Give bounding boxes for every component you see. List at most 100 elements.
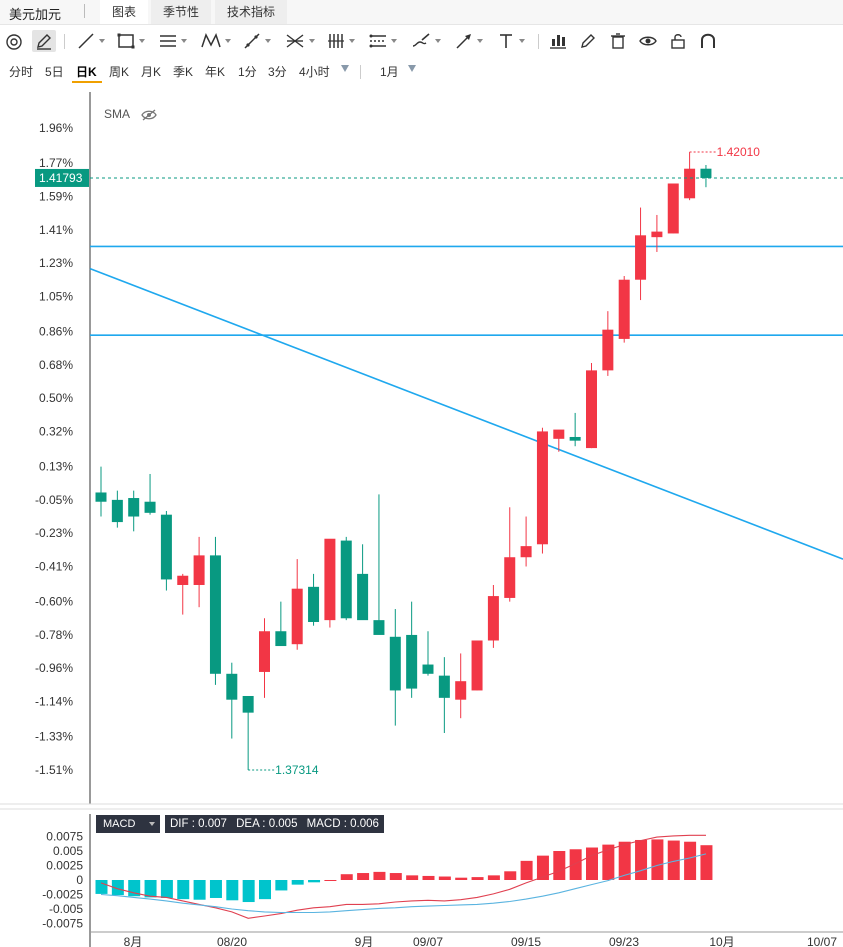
pencil-icon[interactable] [32,30,56,52]
eye-hidden-icon[interactable] [141,109,157,121]
candle [471,640,483,691]
macd-dea-line [100,853,707,914]
candle-body [308,586,320,622]
period-4hour[interactable]: 4小时 [299,65,330,79]
symbol-name: 美元加元 [9,7,62,22]
period-selector: 分时 5日 日K 周K 月K 季K 年K 1分 3分 4小时 1月 [0,58,843,84]
candle-body [291,588,303,645]
text-icon[interactable] [496,30,525,52]
candle-body [340,540,352,619]
period-quarterly[interactable]: 季K [173,65,194,79]
candle [389,609,401,726]
x-axis-ticks: 8月 08/20 9月 09/07 09/15 09/23 10月 10/07 [124,935,838,947]
period-monthly[interactable]: 月K [141,65,162,79]
arrow-icon[interactable] [454,30,483,52]
candle-body [487,596,499,641]
macd-bar [357,873,370,880]
trendline-line [89,267,843,560]
macd-bar [242,880,255,903]
candle-body [651,231,663,238]
y-tick-label: 1.77% [39,156,73,170]
candle [635,207,647,301]
candle [128,490,140,532]
candle-body [504,557,516,598]
y-tick-label: -0.78% [35,628,73,642]
candle [455,653,467,719]
candlestick-series [95,152,712,770]
rectangle-icon[interactable] [116,30,145,52]
y-tick-label: 0.13% [39,460,73,474]
tab-seasonality[interactable]: 季节性 [151,0,212,24]
candle-body [160,514,172,580]
candle-body [438,675,450,698]
candle [406,601,418,698]
candle [144,473,156,515]
macd-y-tick-label: 0.005 [53,844,83,858]
candle [667,183,679,234]
period-weekly[interactable]: 周K [109,65,130,79]
gann-icon[interactable] [326,30,355,52]
candle-body [209,555,221,674]
x-tick-label: 10/07 [807,935,837,947]
top-bar: 美元加元 图表 季节性 技术指标 [0,0,843,25]
divider [360,65,361,79]
x-tick-label: 09/07 [413,935,443,947]
x-tick-label: 08/20 [217,935,247,947]
macd-y-tick-label: -0.005 [49,902,83,916]
y-tick-label: 0.50% [39,391,73,405]
period-5day[interactable]: 5日 [45,65,64,79]
y-tick-label: -0.05% [35,493,73,507]
more-periods-dropdown-icon[interactable] [341,65,349,72]
channel-icon[interactable] [368,30,397,52]
measure-icon[interactable] [242,30,271,52]
fibonacci-icon[interactable] [284,30,315,52]
divider [84,4,85,18]
y-tick-label: 0.86% [39,325,73,339]
candle-body [373,620,385,635]
magnet-icon[interactable] [4,30,24,52]
eye-icon[interactable] [638,30,658,52]
period-intraday[interactable]: 分时 [9,65,34,79]
divider [538,34,539,49]
candle-body [406,634,418,689]
macd-indicator-selector[interactable]: MACD [96,815,160,833]
macd-bar [667,840,680,880]
x-tick-label: 09/15 [511,935,541,947]
candle-body [324,538,336,621]
magnet-snap-icon[interactable] [698,30,718,52]
brush-icon[interactable] [410,30,441,52]
x-tick-label: 10月 [709,935,734,947]
chart-area[interactable]: 1.96% 1.77% 1.59% 1.41% 1.23% 1.05% 0.86% 0.68%… [0,92,843,947]
range-dropdown-icon[interactable] [408,65,416,72]
period-1min[interactable]: 1分 [238,65,257,79]
candle-body [536,431,548,545]
macd-y-tick-label: 0.0075 [46,830,83,844]
tab-chart[interactable]: 图表 [100,0,149,24]
parallel-lines-icon[interactable] [158,30,187,52]
pattern-icon[interactable] [200,30,231,52]
candle-body [259,631,270,672]
candle-body [471,640,483,691]
x-tick-label: 09/23 [609,935,639,947]
candle-body [275,631,287,647]
high-price-label: 1.42010 [717,145,761,159]
period-daily[interactable]: 日K [76,65,97,79]
macd-bar [455,877,468,880]
tab-technical-indicators[interactable]: 技术指标 [215,0,288,24]
macd-bar [569,849,582,880]
drawing-toolbar [0,26,843,56]
trash-icon[interactable] [608,30,628,52]
range-select[interactable]: 1月 [380,65,399,79]
candle-body [520,546,532,558]
y-tick-label: -1.14% [35,695,73,709]
line-icon[interactable] [76,30,105,52]
candle [291,559,303,650]
y-tick-label: -1.33% [35,730,73,744]
lock-icon[interactable] [668,30,688,52]
edit-icon[interactable] [578,30,598,52]
indicator-icon[interactable] [548,30,568,52]
period-3min[interactable]: 3分 [268,65,287,79]
period-yearly[interactable]: 年K [205,65,226,79]
candle-body [422,664,434,674]
candle-body [193,555,205,585]
